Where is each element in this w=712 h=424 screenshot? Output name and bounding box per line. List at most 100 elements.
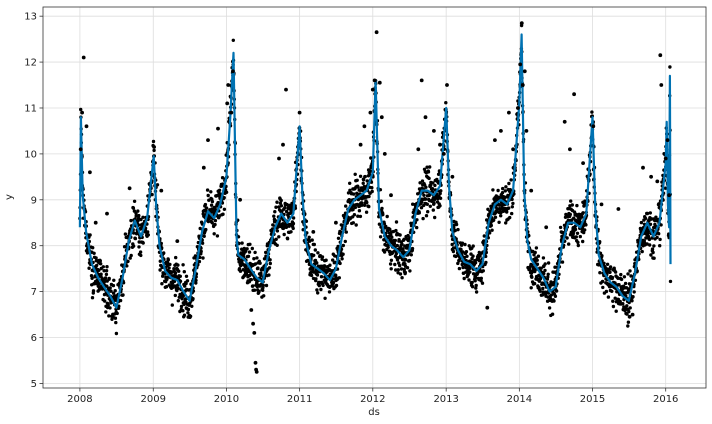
- noise-point: [98, 259, 103, 263]
- noise-point: [501, 209, 506, 213]
- noise-point: [178, 274, 182, 278]
- noise-point: [622, 275, 627, 279]
- noise-point: [459, 247, 463, 252]
- observed-point: [251, 321, 256, 326]
- noise-point: [309, 273, 314, 278]
- noise-point: [392, 241, 397, 246]
- noise-point: [571, 232, 575, 236]
- noise-point: [79, 107, 83, 112]
- noise-point: [329, 268, 333, 273]
- noise-point: [194, 281, 198, 285]
- noise-point: [197, 259, 202, 264]
- noise-point: [348, 181, 352, 185]
- observed-point: [441, 152, 446, 156]
- observed-point: [627, 314, 632, 319]
- noise-point: [648, 243, 652, 247]
- noise-point: [278, 201, 283, 205]
- noise-point: [549, 293, 554, 297]
- noise-point: [111, 283, 116, 288]
- noise-point: [131, 244, 136, 248]
- noise-point: [102, 269, 106, 273]
- noise-point: [650, 247, 655, 251]
- noise-point: [364, 210, 369, 214]
- noise-point: [172, 279, 177, 284]
- noise-point: [352, 213, 357, 217]
- noise-point: [314, 277, 318, 281]
- noise-point: [151, 139, 156, 144]
- noise-point: [107, 276, 111, 281]
- noise-point: [284, 209, 289, 214]
- noise-point: [328, 263, 332, 267]
- noise-point: [191, 297, 195, 301]
- noise-point: [463, 242, 467, 247]
- noise-point: [564, 212, 568, 217]
- noise-point: [640, 249, 644, 254]
- noise-point: [251, 284, 255, 288]
- noise-point: [176, 286, 180, 291]
- noise-point: [176, 299, 180, 303]
- noise-point: [206, 219, 211, 224]
- noise-point: [109, 289, 113, 293]
- noise-point: [508, 188, 512, 192]
- noise-point: [471, 244, 475, 248]
- noise-point: [611, 304, 616, 309]
- noise-point: [351, 207, 355, 212]
- observed-point: [485, 305, 490, 310]
- observed-point: [229, 110, 234, 115]
- noise-point: [465, 254, 469, 258]
- noise-point: [389, 258, 394, 262]
- noise-point: [498, 203, 502, 207]
- noise-point: [554, 289, 559, 293]
- noise-point: [576, 243, 580, 248]
- noise-point: [113, 289, 117, 293]
- noise-point: [508, 215, 512, 220]
- noise-point: [503, 189, 507, 193]
- observed-point: [201, 165, 206, 170]
- noise-point: [259, 273, 263, 277]
- noise-point: [418, 181, 422, 185]
- noise-point: [336, 236, 341, 240]
- noise-point: [606, 295, 611, 299]
- noise-point: [152, 148, 156, 153]
- noise-point: [125, 264, 129, 268]
- y-tick-label: 6: [31, 333, 37, 344]
- noise-point: [338, 261, 342, 266]
- noise-point: [164, 285, 169, 289]
- x-tick-label: 2009: [141, 394, 166, 405]
- noise-point: [316, 251, 320, 255]
- noise-point: [569, 199, 573, 203]
- noise-point: [625, 304, 629, 308]
- noise-point: [108, 286, 112, 290]
- observed-point: [516, 106, 520, 110]
- noise-point: [415, 225, 419, 230]
- noise-point: [284, 225, 289, 229]
- noise-point: [334, 283, 339, 288]
- noise-point: [313, 248, 317, 252]
- noise-point: [655, 235, 659, 240]
- noise-point: [361, 181, 365, 185]
- noise-point: [338, 229, 342, 234]
- noise-point: [426, 170, 431, 174]
- noise-point: [99, 272, 103, 276]
- noise-point: [319, 287, 323, 292]
- noise-point: [343, 239, 347, 244]
- noise-point: [123, 232, 128, 236]
- noise-point: [312, 242, 316, 247]
- noise-point: [534, 246, 539, 250]
- noise-point: [341, 243, 345, 248]
- noise-point: [210, 221, 214, 225]
- noise-point: [482, 234, 486, 238]
- noise-point: [128, 256, 132, 260]
- noise-point: [450, 242, 454, 247]
- noise-point: [245, 247, 249, 251]
- noise-point: [394, 220, 399, 224]
- noise-point: [647, 237, 652, 242]
- noise-point: [353, 172, 357, 176]
- noise-point: [397, 238, 401, 242]
- noise-point: [408, 269, 412, 273]
- noise-point: [500, 191, 505, 195]
- noise-point: [617, 283, 621, 287]
- noise-point: [320, 255, 325, 259]
- observed-point: [175, 239, 180, 244]
- noise-point: [543, 262, 547, 266]
